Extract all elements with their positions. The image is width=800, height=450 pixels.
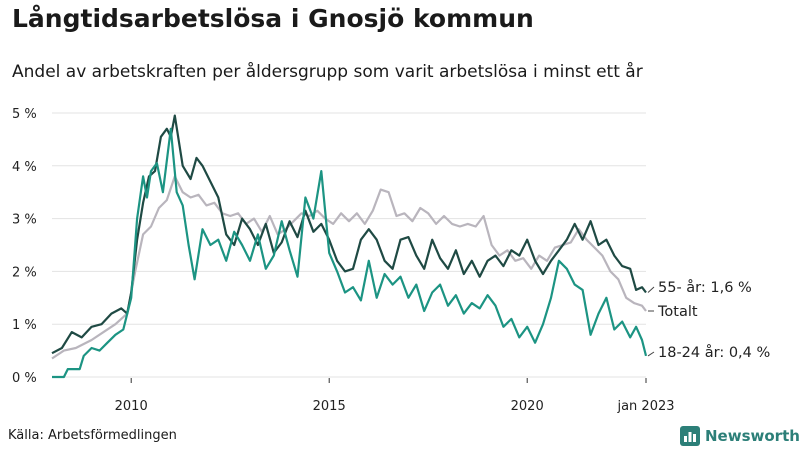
chart-title: Långtidsarbetslösa i Gnosjö kommun xyxy=(12,4,534,33)
series-end-label: 18-24 år: 0,4 % xyxy=(658,344,770,361)
x-tick-label: 2020 xyxy=(511,399,544,414)
source-note: Källa: Arbetsförmedlingen xyxy=(8,428,177,443)
y-tick-label: 5 % xyxy=(12,107,37,122)
leader-line xyxy=(647,351,655,357)
y-axis-ticks: 0 % 1 % 2 % 3 % 4 % 5 % xyxy=(12,107,37,386)
y-tick-label: 3 % xyxy=(12,213,37,228)
series-line-2 xyxy=(52,127,648,379)
y-tick-label: 4 % xyxy=(12,160,37,175)
y-tick-label: 1 % xyxy=(12,318,37,333)
leader-line xyxy=(647,286,655,293)
series-end-label: Totalt xyxy=(657,304,698,320)
brand-name: Newsworthy xyxy=(705,427,800,445)
x-tick-label: 2010 xyxy=(115,399,148,414)
series-end-label: 55- år: 1,6 % xyxy=(658,279,752,296)
x-axis-ticks: 2010 2015 2020 jan 2023 xyxy=(115,378,675,414)
chart-subtitle: Andel av arbetskraften per åldersgrupp s… xyxy=(12,62,643,82)
brand-logo: Newsworthy xyxy=(680,426,800,446)
series-end-labels: 55- år: 1,6 % Totalt 18-24 år: 0,4 % xyxy=(647,279,770,361)
x-tick-label: jan 2023 xyxy=(616,399,674,414)
y-tick-label: 0 % xyxy=(12,371,37,386)
y-tick-label: 2 % xyxy=(12,265,37,280)
newsworthy-logo-icon xyxy=(680,426,700,446)
x-tick-label: 2015 xyxy=(313,399,346,414)
series-line-0 xyxy=(51,114,647,355)
grid-lines xyxy=(52,112,646,378)
series-lines xyxy=(51,114,648,379)
